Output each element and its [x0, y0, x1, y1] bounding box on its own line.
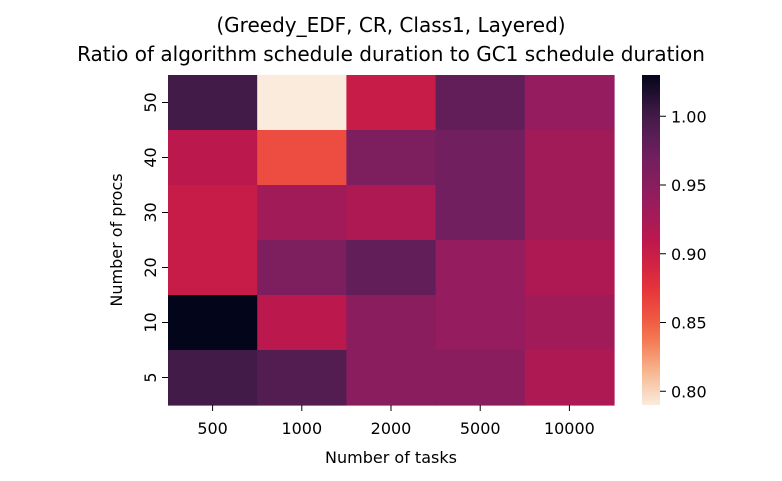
heatmap-cell: [524, 240, 615, 296]
heatmap-cell: [257, 350, 347, 406]
heatmap-cell: [168, 75, 258, 131]
chart-title-line2: Ratio of algorithm schedule duration to …: [77, 42, 705, 66]
heatmap-cell: [168, 240, 258, 296]
colorbar-tick-label: 0.90: [671, 245, 707, 264]
heatmap-cell: [346, 75, 437, 131]
colorbar-tick-label: 0.80: [671, 382, 707, 401]
colorbar-ticks: 0.80 0.85 0.90 0.95 1.00: [660, 107, 707, 401]
colorbar-tick-label: 1.00: [671, 107, 707, 126]
heatmap-cell: [524, 295, 615, 351]
heatmap-cell: [168, 130, 258, 186]
x-tick-label: 10000: [544, 419, 595, 438]
heatmap-cell: [168, 185, 258, 241]
x-tick-label: 1000: [281, 419, 322, 438]
heatmap-cell: [435, 185, 526, 241]
heatmap-cell: [435, 75, 526, 131]
colorbar: [642, 75, 660, 405]
heatmap-cell: [524, 350, 615, 406]
x-tick-label: 500: [197, 419, 228, 438]
heatmap-cell: [346, 130, 437, 186]
heatmap-cells: [168, 75, 615, 406]
heatmap-cell: [524, 130, 615, 186]
y-tick-label: 50: [141, 92, 160, 112]
y-tick-label: 20: [141, 257, 160, 277]
heatmap-cell: [435, 240, 526, 296]
heatmap-cell: [435, 295, 526, 351]
heatmap-cell: [435, 130, 526, 186]
heatmap-cell: [257, 185, 347, 241]
heatmap-cell: [257, 295, 347, 351]
chart-title-line1: (Greedy_EDF, CR, Class1, Layered): [216, 13, 565, 37]
heatmap-cell: [346, 350, 437, 406]
heatmap-cell: [168, 295, 258, 351]
heatmap-cell: [346, 295, 437, 351]
heatmap-cell: [257, 240, 347, 296]
heatmap-cell: [257, 75, 347, 131]
heatmap-cell: [435, 350, 526, 406]
y-tick-label: 5: [141, 372, 160, 382]
heatmap-cell: [257, 130, 347, 186]
x-axis-label: Number of tasks: [325, 448, 457, 467]
y-tick-label: 10: [141, 312, 160, 332]
heatmap-cell: [346, 185, 437, 241]
y-tick-label: 40: [141, 147, 160, 167]
x-tick-label: 2000: [371, 419, 412, 438]
colorbar-tick-label: 0.95: [671, 176, 707, 195]
heatmap-cell: [346, 240, 437, 296]
heatmap-cell: [524, 185, 615, 241]
heatmap-cell: [168, 350, 258, 406]
x-axis-ticks: 500 1000 2000 5000 10000: [197, 405, 595, 438]
x-tick-label: 5000: [460, 419, 501, 438]
y-axis-ticks: 50 40 30 20 10 5: [141, 92, 168, 383]
heatmap-cell: [524, 75, 615, 131]
y-axis-label: Number of procs: [107, 173, 126, 306]
y-tick-label: 30: [141, 202, 160, 222]
colorbar-tick-label: 0.85: [671, 314, 707, 333]
